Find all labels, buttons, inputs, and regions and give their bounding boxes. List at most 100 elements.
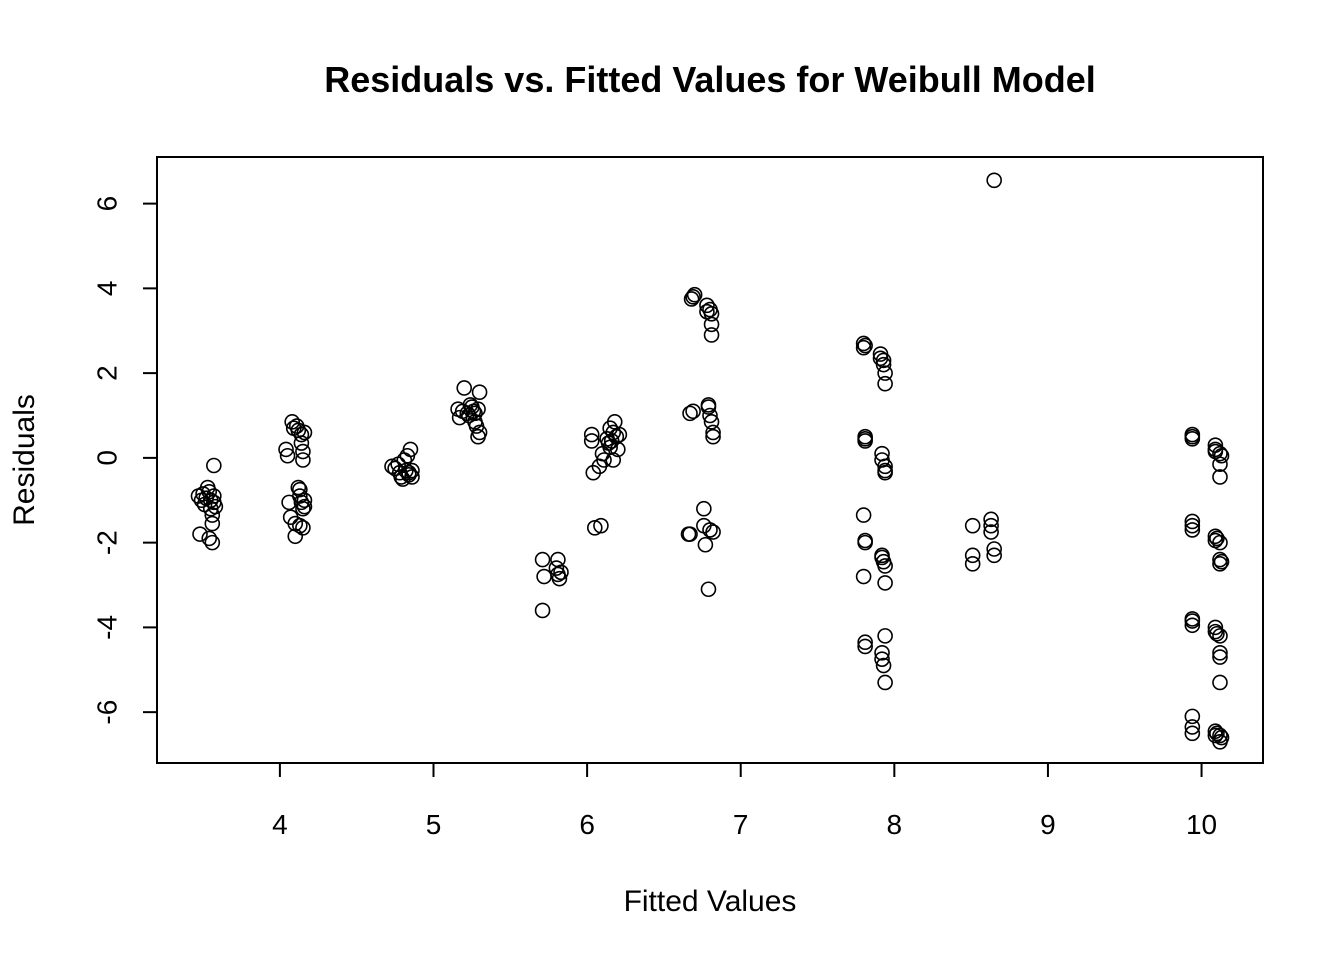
- data-point: [874, 651, 890, 667]
- data-point: [857, 433, 873, 449]
- data-point: [1209, 725, 1225, 742]
- data-point: [295, 443, 311, 460]
- data-point: [293, 494, 310, 511]
- data-point: [700, 397, 717, 413]
- data-point: [605, 424, 622, 441]
- data-point: [705, 424, 721, 441]
- data-point: [877, 375, 893, 392]
- data-point: [703, 316, 720, 333]
- data-point: [703, 414, 720, 430]
- data-point: [295, 452, 311, 468]
- data-point: [1207, 623, 1224, 640]
- data-point: [1184, 513, 1201, 530]
- data-point: [986, 172, 1002, 189]
- data-point: [1212, 551, 1228, 568]
- data-point: [534, 551, 551, 568]
- data-point: [855, 335, 872, 352]
- data-point: [470, 401, 486, 417]
- data-point: [586, 520, 603, 536]
- y-tick-label: 6: [91, 196, 122, 212]
- data-point: [295, 500, 311, 517]
- plot-frame: [156, 156, 1264, 764]
- data-point: [699, 297, 715, 314]
- data-point: [456, 380, 473, 396]
- data-point: [204, 534, 221, 551]
- data-point: [548, 560, 565, 576]
- data-point: [290, 479, 307, 496]
- data-point: [983, 511, 999, 528]
- data-point: [1212, 445, 1228, 462]
- data-point: [877, 674, 893, 691]
- data-point: [534, 602, 551, 619]
- data-point: [1184, 517, 1201, 534]
- data-point: [877, 458, 893, 475]
- data-point: [1184, 617, 1201, 634]
- data-point: [1213, 553, 1230, 570]
- data-point: [702, 522, 718, 538]
- data-point: [1184, 708, 1201, 725]
- data-point: [1213, 447, 1230, 464]
- data-point: [700, 581, 717, 598]
- data-point: [1184, 431, 1201, 447]
- data-point: [192, 526, 208, 542]
- data-point: [1207, 619, 1224, 636]
- data-point: [685, 403, 701, 420]
- data-point: [1213, 729, 1230, 746]
- data-point: [1209, 625, 1225, 642]
- data-point: [697, 536, 714, 553]
- data-point: [1212, 456, 1228, 473]
- data-point: [292, 517, 308, 534]
- data-point: [402, 441, 419, 458]
- data-point: [983, 524, 999, 540]
- x-tick-label: 6: [579, 809, 595, 840]
- data-point: [583, 433, 600, 449]
- data-point: [296, 424, 313, 441]
- data-point: [610, 441, 626, 458]
- data-point: [680, 526, 697, 542]
- data-point: [1184, 613, 1201, 629]
- data-point: [296, 498, 313, 515]
- data-point: [1212, 649, 1228, 665]
- data-point: [682, 405, 698, 422]
- data-point: [875, 352, 892, 369]
- y-tick-label: -2: [91, 530, 122, 555]
- data-point: [404, 469, 420, 485]
- data-point: [279, 447, 296, 464]
- data-point: [206, 457, 222, 474]
- data-point: [1209, 530, 1225, 547]
- data-point: [855, 507, 872, 523]
- data-point: [964, 556, 981, 572]
- data-point: [404, 462, 420, 479]
- x-tick-label: 10: [1186, 809, 1217, 840]
- data-point: [964, 547, 981, 564]
- x-tick-label: 8: [887, 809, 903, 840]
- data-point: [983, 517, 999, 534]
- chart-title: Residuals vs. Fitted Values for Weibull …: [324, 59, 1096, 100]
- y-tick-label: 4: [91, 281, 122, 297]
- data-point: [206, 488, 222, 504]
- data-point: [608, 428, 625, 445]
- data-point: [877, 628, 893, 644]
- x-tick-label: 9: [1040, 809, 1056, 840]
- data-point: [204, 507, 221, 523]
- data-point: [855, 339, 872, 356]
- data-point: [857, 337, 873, 354]
- data-point: [278, 441, 294, 458]
- data-point: [292, 481, 308, 498]
- data-point: [1212, 674, 1228, 691]
- y-tick-label: 2: [91, 365, 122, 381]
- data-point: [551, 570, 568, 587]
- data-point: [875, 356, 892, 373]
- data-point: [1212, 628, 1228, 644]
- data-point: [683, 291, 700, 307]
- data-point: [287, 528, 304, 545]
- x-tick-label: 7: [733, 809, 749, 840]
- data-point: [1212, 469, 1228, 485]
- y-axis-label: Residuals: [8, 394, 41, 526]
- data-point: [875, 657, 892, 674]
- data-point: [705, 524, 721, 540]
- data-point: [207, 498, 224, 515]
- data-point: [550, 551, 566, 568]
- data-point: [596, 452, 612, 468]
